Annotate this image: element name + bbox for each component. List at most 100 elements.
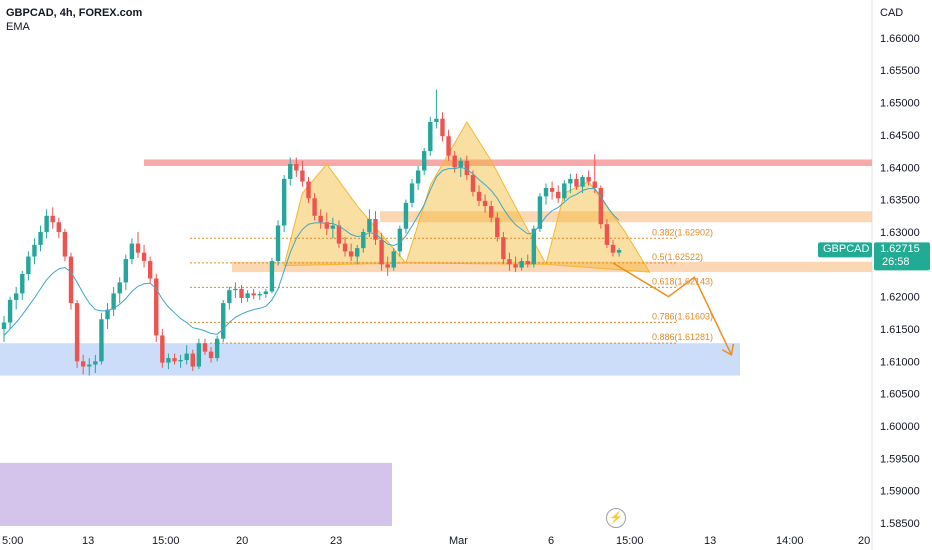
candle-body-43 (263, 291, 269, 295)
badge-countdown: 26:58 (882, 256, 910, 268)
candle-body-31 (190, 353, 195, 367)
y-axis: 1.58500 1.59000 1.59500 1.60000 1.60500 1.610… (880, 33, 920, 530)
candle-body-28 (172, 358, 177, 362)
candle-body-44 (269, 261, 275, 292)
y-tick-label: 1.61500 (880, 324, 920, 336)
candle-body-85 (519, 261, 524, 268)
y-tick-label: 1.64000 (880, 162, 920, 174)
zone-upper-orange-zone (380, 211, 872, 223)
candle-body-39 (239, 288, 244, 298)
candle-body-22 (135, 243, 141, 253)
candle-body-21 (129, 243, 135, 260)
fib-label-2: 0.618(1.62143) (652, 276, 713, 286)
candle-body-47 (288, 164, 293, 179)
pattern-layer (283, 121, 651, 273)
candle-body-73 (446, 136, 451, 156)
candle-body-61 (373, 219, 378, 240)
candle-body-36 (221, 303, 226, 339)
y-tick-label: 1.62000 (880, 292, 920, 304)
y-tick-label: 1.59500 (880, 453, 920, 465)
candle-body-12 (74, 303, 80, 362)
candle-body-94 (574, 178, 579, 187)
zones-layer (0, 159, 872, 526)
x-tick-label: 13 (704, 535, 716, 547)
candle-body-37 (227, 290, 232, 304)
candle-body-32 (196, 343, 202, 367)
candle-body-83 (507, 259, 512, 265)
candle-body-48 (294, 164, 299, 171)
y-tick-label: 1.65500 (880, 65, 920, 77)
candle-body-79 (482, 200, 488, 207)
candle-body-90 (549, 187, 555, 192)
pattern-shape-2 (405, 121, 547, 265)
candle-body-63 (385, 264, 390, 268)
y-tick-label: 1.59000 (880, 486, 920, 498)
candle-body-68 (415, 170, 421, 184)
candle-body-5 (32, 244, 37, 257)
y-tick-label: 1.64500 (880, 130, 920, 142)
candle-body-96 (586, 176, 591, 182)
candle-body-89 (543, 187, 549, 197)
candle-body-81 (495, 217, 500, 238)
candle-body-24 (147, 261, 153, 279)
lightning-icon[interactable]: ⚡ (606, 508, 626, 528)
indicator-label[interactable]: EMA (6, 21, 30, 33)
candle-body-16 (99, 319, 104, 362)
candle-body-35 (214, 338, 220, 359)
candle-body-19 (117, 282, 122, 294)
projection-arrowhead (722, 343, 735, 357)
candle-body-3 (20, 274, 25, 294)
candle-body-88 (537, 196, 543, 229)
candle-body-45 (275, 225, 281, 262)
candle-body-75 (458, 160, 463, 168)
candle-body-74 (452, 155, 457, 168)
candle-body-11 (68, 256, 74, 304)
candle-body-46 (281, 178, 287, 226)
candle-body-57 (348, 251, 354, 257)
x-tick-label: 13 (82, 535, 94, 547)
x-tick-label: 5:00 (2, 535, 23, 547)
candle-body-87 (531, 228, 537, 265)
badge-price-bg (874, 242, 930, 271)
candle-body-77 (470, 175, 476, 192)
currency-label: CAD (880, 7, 903, 19)
candle-body-0 (1, 322, 7, 329)
y-tick-label: 1.63000 (880, 227, 920, 239)
candle-body-25 (154, 278, 159, 336)
x-axis: 5:00 13 15:00 20 23 Mar 6 15:00 13 14:00 20 (2, 535, 870, 547)
x-tick-label: 6 (548, 535, 554, 547)
candle-body-86 (525, 261, 530, 265)
candle-body-66 (403, 202, 409, 229)
candle-body-49 (300, 170, 305, 182)
candle-body-7 (44, 215, 49, 232)
candle-body-30 (184, 353, 189, 361)
candle-body-40 (245, 293, 250, 298)
candle-body-70 (428, 121, 433, 152)
zone-resistance (144, 159, 872, 166)
candle-body-4 (26, 256, 31, 274)
candle-body-26 (160, 335, 165, 363)
x-tick-label: 14:00 (776, 535, 804, 547)
candle-body-80 (489, 206, 494, 218)
candle-body-9 (56, 222, 62, 232)
fib-label-4: 0.886(1.61281) (652, 332, 713, 342)
candle-body-33 (202, 343, 208, 352)
candle-body-60 (367, 219, 372, 232)
projection-path (612, 262, 733, 356)
zone-support (0, 343, 740, 376)
candle-body-8 (50, 215, 55, 223)
y-tick-label: 1.65000 (880, 98, 920, 110)
zone-neckline-zone (232, 261, 872, 273)
candle-body-56 (342, 243, 348, 252)
candle-body-15 (93, 361, 98, 365)
fib-label-3: 0.786(1.61603) (652, 311, 713, 321)
candle-body-99 (604, 224, 610, 245)
candle-body-101 (616, 250, 622, 253)
candle-body-55 (336, 225, 342, 244)
candle-body-100 (610, 244, 616, 253)
candle-body-34 (208, 351, 214, 359)
x-tick-label: 15:00 (152, 535, 180, 547)
symbol-line: GBPCAD, 4h, FOREX.com (6, 7, 143, 19)
candle-body-38 (233, 288, 238, 291)
